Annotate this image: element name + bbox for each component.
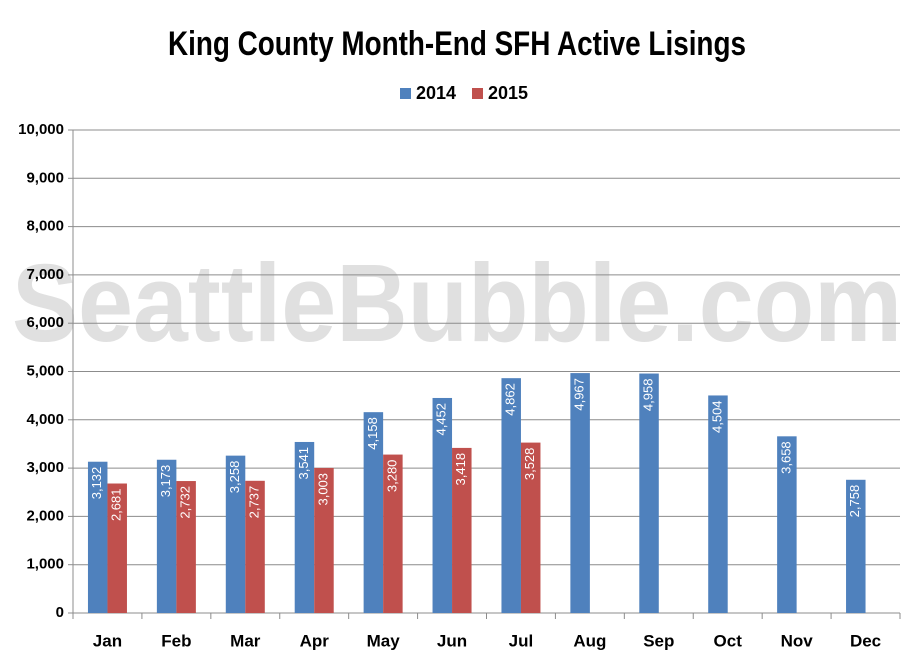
- value-label: 2,732: [178, 486, 193, 519]
- bar: [363, 412, 384, 613]
- value-label: 4,452: [434, 403, 449, 436]
- bar: [294, 441, 315, 613]
- bar: [245, 480, 265, 613]
- watermark: SeattleBubble.com: [12, 242, 902, 365]
- y-tick-label: 8,000: [26, 218, 64, 235]
- value-label: 3,418: [453, 453, 468, 486]
- y-tick-label: 5,000: [26, 362, 64, 379]
- bar: [777, 436, 797, 613]
- legend-label: 2015: [488, 83, 528, 103]
- x-tick-label: Sep: [643, 631, 674, 650]
- bar: [314, 467, 334, 613]
- value-label: 3,003: [315, 473, 330, 506]
- value-label: 3,280: [384, 460, 399, 493]
- x-tick-label: Nov: [781, 631, 814, 650]
- x-tick-label: Jan: [93, 631, 122, 650]
- bar: [156, 459, 177, 613]
- value-label: 2,681: [109, 489, 124, 522]
- y-tick-label: 10,000: [18, 121, 64, 138]
- x-tick-label: May: [367, 631, 401, 650]
- y-tick-label: 4,000: [26, 411, 64, 428]
- chart-title: King County Month-End SFH Active Lisings: [168, 24, 746, 62]
- value-label: 3,173: [158, 465, 173, 498]
- y-tick-label: 9,000: [26, 169, 64, 186]
- x-tick-label: Apr: [300, 631, 330, 650]
- legend-label: 2014: [416, 83, 456, 103]
- value-label: 3,541: [296, 447, 311, 480]
- value-label: 3,658: [778, 441, 793, 474]
- bar: [846, 479, 866, 613]
- y-tick-label: 1,000: [26, 556, 64, 573]
- value-label: 4,862: [503, 383, 518, 416]
- bar: [176, 481, 196, 613]
- bar: [639, 373, 659, 613]
- bar: [225, 455, 246, 613]
- value-label: 4,504: [709, 400, 724, 433]
- x-tick-label: Oct: [714, 631, 743, 650]
- value-label: 4,967: [572, 378, 587, 411]
- value-label: 3,132: [89, 467, 104, 500]
- bar: [708, 395, 728, 613]
- value-label: 4,958: [640, 379, 655, 412]
- value-label: 2,737: [246, 486, 261, 519]
- legend-swatch: [472, 88, 483, 99]
- bar: [570, 373, 590, 613]
- legend-swatch: [400, 88, 411, 99]
- bar: [520, 442, 541, 613]
- y-tick-label: 0: [56, 604, 64, 621]
- y-tick-label: 2,000: [26, 507, 64, 524]
- x-tick-label: Aug: [573, 631, 606, 650]
- value-label: 3,258: [227, 461, 242, 494]
- x-tick-label: Jul: [509, 631, 534, 650]
- bar: [87, 461, 108, 613]
- y-tick-label: 3,000: [26, 459, 64, 476]
- x-tick-label: Jun: [437, 631, 467, 650]
- x-tick-label: Feb: [161, 631, 191, 650]
- value-label: 4,158: [365, 417, 380, 450]
- bar: [383, 454, 403, 613]
- y-tick-label: 7,000: [26, 266, 64, 283]
- y-tick-label: 6,000: [26, 314, 64, 331]
- x-tick-label: Dec: [850, 631, 881, 650]
- value-label: 3,528: [522, 448, 537, 481]
- bar: [432, 397, 453, 613]
- bar: [452, 447, 472, 613]
- x-tick-label: Mar: [230, 631, 261, 650]
- bar: [501, 378, 521, 613]
- bar: [107, 483, 127, 613]
- value-label: 2,758: [847, 485, 862, 518]
